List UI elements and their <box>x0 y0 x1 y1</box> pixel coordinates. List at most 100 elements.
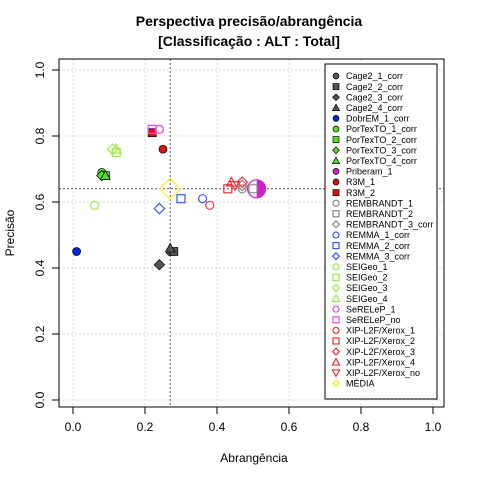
legend-label: PorTexTO_1_corr <box>346 124 417 134</box>
data-point <box>198 194 208 204</box>
y-tick-label: 0.4 <box>33 259 47 276</box>
legend-label: Priberam_1 <box>346 167 393 177</box>
legend-label: XIP-L2F/Xerox_4 <box>346 357 415 367</box>
legend-label: Cage2_4_corr <box>346 103 403 113</box>
x-tick-label: 0.4 <box>209 420 226 434</box>
chart-title-line-1: Perspectiva precisão/abrangência <box>136 13 363 29</box>
data-point <box>205 200 215 210</box>
data-point <box>237 184 247 194</box>
legend-label: REMBRANDT_1 <box>346 198 413 208</box>
legend-marker <box>331 379 341 388</box>
legend-label: SeRELeP_1 <box>346 304 396 314</box>
legend-marker <box>332 199 340 207</box>
data-point <box>100 170 111 180</box>
legend-label: Cage2_2_corr <box>346 82 403 92</box>
y-tick-label: 0.6 <box>33 193 47 210</box>
x-tick-label: 0.8 <box>353 420 370 434</box>
chart-title-line-2: [Classificação : ALT : Total] <box>158 33 340 49</box>
legend-label: REMBRANDT_2 <box>346 209 413 219</box>
data-point <box>89 200 100 210</box>
legend-marker <box>332 242 340 250</box>
legend-marker <box>332 136 340 143</box>
data-point <box>164 242 176 253</box>
data-point <box>154 124 164 134</box>
legend-label: SEIGeo_4 <box>346 294 388 304</box>
legend-marker <box>332 168 340 175</box>
legend-marker <box>332 125 340 133</box>
legend-label: PorTexTO_2_corr <box>346 135 417 145</box>
legend-label: Cage2_3_corr <box>346 92 403 102</box>
x-axis: 0.0 0.2 0.4 0.6 0.8 1.0 <box>65 406 442 434</box>
data-points <box>72 124 267 271</box>
data-point <box>248 184 258 194</box>
y-tick-label: 0.0 <box>33 391 47 408</box>
data-point <box>147 124 157 135</box>
legend-marker <box>332 263 340 271</box>
y-axis-label: Precisão <box>3 209 17 256</box>
data-point <box>158 177 182 201</box>
x-axis-label: Abrangência <box>220 451 288 465</box>
y-tick-label: 0.8 <box>33 127 47 144</box>
legend-label: PorTexTO_3_corr <box>346 145 417 155</box>
legend-marker <box>332 93 340 102</box>
data-point <box>229 181 241 192</box>
legend-marker <box>332 305 340 313</box>
legend-marker <box>332 189 340 196</box>
legend-marker <box>331 347 341 356</box>
legend-marker <box>332 316 340 324</box>
legend-label: SEIGeo_3 <box>346 283 388 293</box>
data-point <box>153 259 166 271</box>
x-tick-label: 0.2 <box>137 420 154 434</box>
x-tick-label: 0.0 <box>65 420 82 434</box>
y-tick-label: 0.2 <box>33 325 47 342</box>
legend-marker <box>332 210 340 218</box>
legend-label: MÉDIA <box>346 379 375 389</box>
legend-label: REMMA_3_corr <box>346 251 410 261</box>
legend-marker <box>332 72 340 80</box>
legend-marker <box>331 156 341 165</box>
legend-label: REMMA_2_corr <box>346 241 410 251</box>
legend: Cage2_1_corrCage2_2_corrCage2_3_corrCage… <box>324 63 438 400</box>
legend-label: SEIGeo_1 <box>346 262 388 272</box>
legend-marker <box>332 115 340 122</box>
legend-marker <box>331 283 341 293</box>
legend-label: XIP-L2F/Xerox_3 <box>346 347 415 357</box>
data-point <box>110 143 123 154</box>
legend-marker <box>331 357 341 366</box>
legend-marker <box>331 103 341 112</box>
data-point <box>158 144 168 154</box>
y-tick-label: 1.0 <box>33 61 47 78</box>
legend-marker <box>332 178 340 186</box>
legend-label: DobrEM_1_corr <box>346 114 410 124</box>
legend-label: SeRELeP_no <box>346 315 401 325</box>
legend-label: REMBRANDT_3_corr <box>346 220 434 230</box>
legend-label: XIP-L2F/Xerox_1 <box>346 326 415 336</box>
data-point <box>176 194 186 204</box>
legend-marker <box>332 337 340 345</box>
legend-box <box>324 63 438 400</box>
legend-marker <box>332 83 340 90</box>
legend-label: XIP-L2F/Xerox_2 <box>346 336 415 346</box>
x-tick-label: 0.6 <box>281 420 298 434</box>
data-point <box>153 202 166 215</box>
legend-label: XIP-L2F/Xerox_no <box>346 368 420 378</box>
legend-label: SEIGeo_2 <box>346 273 388 283</box>
x-tick-label: 1.0 <box>425 420 442 434</box>
data-point <box>106 143 119 156</box>
data-point <box>236 176 249 189</box>
legend-marker <box>332 273 340 281</box>
legend-marker <box>332 146 340 155</box>
legend-marker <box>331 251 341 261</box>
legend-label: PorTexTO_4_corr <box>346 156 417 166</box>
legend-label: R3M_1 <box>346 177 375 187</box>
legend-marker <box>332 326 340 334</box>
legend-marker <box>331 220 341 229</box>
legend-marker <box>331 369 341 378</box>
legend-label: Cage2_1_corr <box>346 71 403 81</box>
y-axis: 0.0 0.2 0.4 0.6 0.8 1.0 <box>33 61 60 408</box>
legend-marker <box>332 231 340 239</box>
legend-marker <box>331 293 341 303</box>
legend-label: REMMA_1_corr <box>346 230 410 240</box>
data-point <box>72 247 81 256</box>
